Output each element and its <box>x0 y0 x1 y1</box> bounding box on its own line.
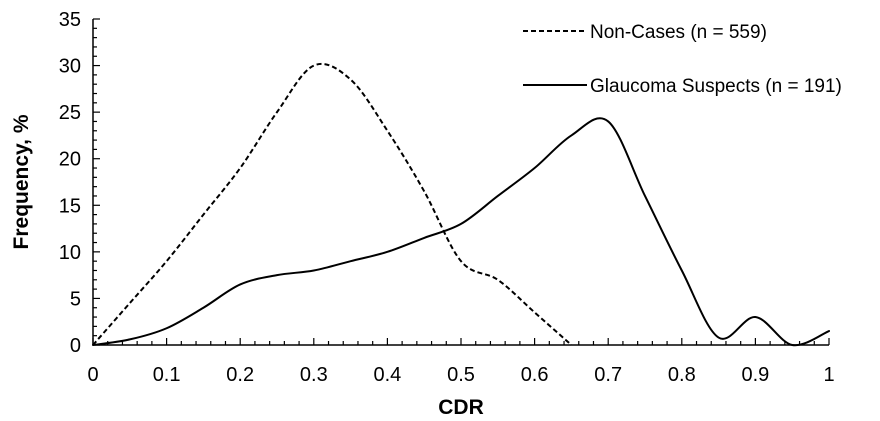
y-tick-label: 20 <box>59 149 81 171</box>
legend-label-non-cases: Non-Cases (n = 559) <box>590 22 767 43</box>
legend-item-non-cases: Non-Cases (n = 559) <box>523 22 767 43</box>
y-tick-label: 15 <box>59 195 81 217</box>
x-axis-ticks: 0 0.1 0.2 0.3 0.4 0.5 0.6 0.7 0.8 0.9 1 <box>87 338 835 386</box>
legend: Non-Cases (n = 559) Glaucoma Suspects (n… <box>523 22 842 97</box>
y-axis-title: Frequency, % <box>10 114 33 249</box>
x-tick-label: 0.9 <box>741 364 769 386</box>
x-tick-label: 0.8 <box>668 364 696 386</box>
legend-item-glaucoma-suspects: Glaucoma Suspects (n = 191) <box>523 76 842 97</box>
x-axis-title: CDR <box>438 396 484 419</box>
plot-area: 0 5 10 15 20 25 30 35 0 0.1 0.2 0.3 0.4 0.5 0.6 0.7 0.8… <box>59 9 835 386</box>
legend-label-glaucoma-suspects: Glaucoma Suspects (n = 191) <box>590 76 842 97</box>
y-axis-ticks: 0 5 10 15 20 25 30 35 <box>59 9 100 357</box>
x-tick-label: 0.3 <box>300 364 328 386</box>
y-tick-label: 5 <box>70 288 81 310</box>
series-line-glaucoma-suspects <box>92 117 830 347</box>
series-line-non-cases <box>92 62 573 346</box>
x-tick-label: 0.4 <box>373 364 401 386</box>
y-tick-label: 35 <box>59 9 81 31</box>
y-tick-label: 30 <box>59 56 81 78</box>
y-tick-label: 0 <box>70 335 81 357</box>
x-tick-label: 0.6 <box>521 364 549 386</box>
x-tick-label: 1 <box>823 364 834 386</box>
x-tick-label: 0.7 <box>594 364 622 386</box>
x-tick-label: 0.5 <box>447 364 475 386</box>
x-tick-label: 0 <box>87 364 98 386</box>
x-tick-label: 0.2 <box>226 364 254 386</box>
series-layer <box>92 62 830 347</box>
y-tick-label: 10 <box>59 242 81 264</box>
y-tick-label: 25 <box>59 102 81 124</box>
x-tick-label: 0.1 <box>153 364 181 386</box>
